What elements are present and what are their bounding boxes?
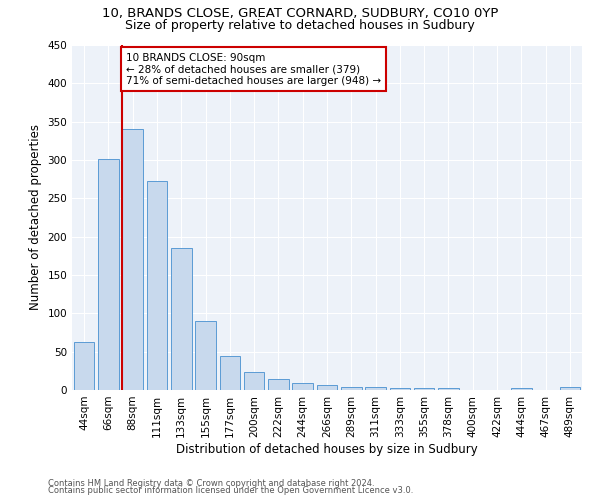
Text: Contains public sector information licensed under the Open Government Licence v3: Contains public sector information licen…: [48, 486, 413, 495]
Bar: [438, 388, 459, 390]
Text: 10, BRANDS CLOSE, GREAT CORNARD, SUDBURY, CO10 0YP: 10, BRANDS CLOSE, GREAT CORNARD, SUDBURY…: [102, 8, 498, 20]
Bar: [146, 180, 167, 390]
Bar: [511, 388, 532, 390]
Bar: [317, 386, 337, 390]
Bar: [560, 387, 580, 390]
X-axis label: Distribution of detached houses by size in Sudbury: Distribution of detached houses by size …: [176, 442, 478, 456]
Bar: [389, 388, 410, 390]
Y-axis label: Number of detached properties: Number of detached properties: [29, 124, 42, 310]
Bar: [244, 372, 265, 390]
Bar: [365, 387, 386, 390]
Text: Size of property relative to detached houses in Sudbury: Size of property relative to detached ho…: [125, 19, 475, 32]
Bar: [74, 342, 94, 390]
Bar: [122, 128, 143, 390]
Bar: [268, 380, 289, 390]
Text: Contains HM Land Registry data © Crown copyright and database right 2024.: Contains HM Land Registry data © Crown c…: [48, 478, 374, 488]
Bar: [171, 248, 191, 390]
Bar: [195, 321, 216, 390]
Bar: [98, 159, 119, 390]
Bar: [414, 388, 434, 390]
Bar: [292, 383, 313, 390]
Bar: [220, 356, 240, 390]
Text: 10 BRANDS CLOSE: 90sqm
← 28% of detached houses are smaller (379)
71% of semi-de: 10 BRANDS CLOSE: 90sqm ← 28% of detached…: [126, 52, 381, 86]
Bar: [341, 387, 362, 390]
